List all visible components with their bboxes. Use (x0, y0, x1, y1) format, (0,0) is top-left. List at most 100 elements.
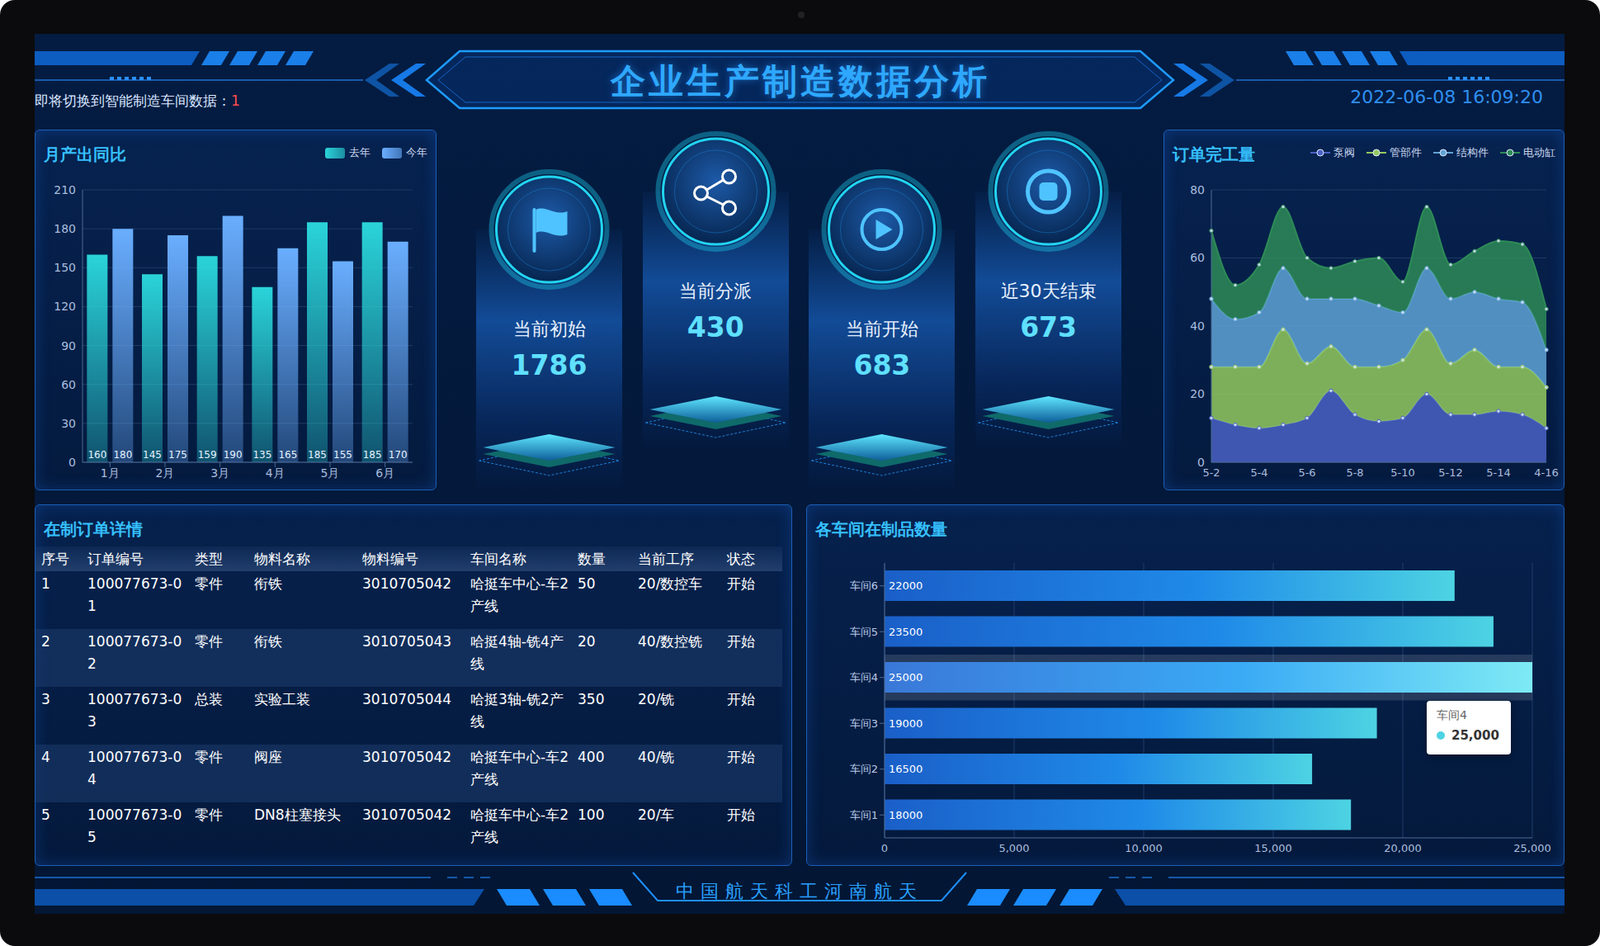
svg-text:20,000: 20,000 (1383, 841, 1422, 855)
svg-text:5-10: 5-10 (1390, 466, 1416, 479)
svg-text:4-16: 4-16 (1533, 466, 1559, 479)
html-text:100077673-04: 100077673-04 (87, 748, 182, 788)
html-text:在制订单详情: 在制订单详情 (43, 519, 143, 539)
svg-text:车间6: 车间6 (849, 579, 878, 592)
html-text:车间名称: 车间名称 (470, 549, 527, 567)
html-text:各车间在制品数量: 各车间在制品数量 (815, 519, 948, 539)
html-text:总装: 总装 (194, 690, 223, 708)
html-text:683: 683 (853, 349, 911, 382)
svg-text:5-8: 5-8 (1345, 466, 1364, 479)
svg-text:170: 170 (388, 448, 408, 461)
html-text:数量: 数量 (577, 549, 606, 567)
svg-text:6月: 6月 (375, 466, 395, 480)
html-text:中国航天科工河南航天: 中国航天科工河南航天 (675, 880, 924, 902)
html-text:月产出同比: 月产出同比 (43, 144, 127, 165)
svg-text:159: 159 (198, 448, 218, 461)
svg-text:18000: 18000 (888, 808, 923, 822)
svg-text:4月: 4月 (265, 466, 285, 480)
svg-text:0: 0 (881, 841, 888, 855)
html-text:哈挺车中心-车2产线: 哈挺车中心-车2产线 (470, 575, 569, 614)
svg-text:175: 175 (168, 448, 188, 461)
html-text:3010705043: 3010705043 (362, 632, 452, 650)
svg-text:120: 120 (53, 299, 76, 313)
svg-text:155: 155 (333, 448, 353, 461)
svg-text:185: 185 (363, 448, 383, 461)
svg-text:0: 0 (1197, 455, 1205, 469)
svg-text:180: 180 (113, 448, 133, 461)
svg-text:20: 20 (1189, 387, 1205, 401)
html-text:当前分派: 当前分派 (679, 280, 752, 302)
svg-text:60: 60 (61, 377, 76, 392)
svg-text:车间3: 车间3 (849, 717, 878, 730)
html-text:订单编号: 订单编号 (87, 549, 144, 567)
html-text:开始: 开始 (726, 632, 756, 650)
svg-text:165: 165 (278, 448, 298, 461)
svg-text:车间5: 车间5 (849, 625, 878, 638)
svg-text:0: 0 (68, 455, 76, 469)
svg-text:15,000: 15,000 (1254, 841, 1293, 855)
html-text:物料编号: 物料编号 (362, 549, 419, 567)
html-text:2022-06-08 16:09:20: 2022-06-08 16:09:20 (1350, 86, 1544, 108)
html-text:企业生产制造数据分析: 企业生产制造数据分析 (610, 61, 990, 102)
html-text:物料名称: 物料名称 (254, 549, 311, 567)
html-text:哈挺车中心-车2产线: 哈挺车中心-车2产线 (470, 806, 569, 845)
svg-text:10,000: 10,000 (1124, 841, 1163, 855)
html-text:实验工装: 实验工装 (254, 690, 311, 708)
svg-text:180: 180 (53, 221, 76, 236)
html-text:订单完工量: 订单完工量 (1172, 144, 1256, 165)
svg-text:16500: 16500 (888, 762, 923, 775)
html-text:100077673-01: 100077673-01 (87, 575, 182, 614)
html-text:当前开始: 当前开始 (845, 318, 919, 340)
svg-text:60: 60 (1189, 250, 1205, 265)
html-text:673: 673 (1019, 311, 1077, 344)
svg-text:1月: 1月 (100, 466, 120, 480)
html-text:哈挺3轴-铣2产线: 哈挺3轴-铣2产线 (470, 690, 564, 730)
html-text:序号: 序号 (41, 549, 70, 567)
svg-text:185: 185 (307, 448, 327, 461)
svg-text:90: 90 (61, 339, 76, 353)
svg-text:5,000: 5,000 (998, 841, 1029, 855)
svg-text:30: 30 (61, 416, 76, 430)
html-text:当前工序: 当前工序 (637, 549, 694, 567)
html-text:430: 430 (687, 311, 744, 344)
svg-text:190: 190 (223, 448, 243, 461)
svg-text:5月: 5月 (320, 466, 340, 480)
svg-text:23500: 23500 (888, 625, 923, 638)
svg-text:25,000: 25,000 (1513, 841, 1552, 855)
html-text:哈挺4轴-铣4产线: 哈挺4轴-铣4产线 (470, 632, 564, 672)
html-text:100077673-05: 100077673-05 (87, 806, 182, 845)
svg-text:5-12: 5-12 (1438, 466, 1464, 479)
svg-text:2月: 2月 (155, 466, 175, 480)
html-text:3010705044: 3010705044 (362, 690, 452, 708)
svg-text:25000: 25000 (888, 670, 923, 684)
html-text:100077673-03: 100077673-03 (87, 690, 182, 730)
html-text:类型: 类型 (194, 549, 223, 567)
html-text:状态: 状态 (726, 549, 756, 567)
svg-text:车间2: 车间2 (849, 762, 878, 775)
html-text:1786: 1786 (511, 349, 588, 382)
svg-text:145: 145 (142, 448, 162, 461)
svg-text:40: 40 (1189, 319, 1205, 333)
svg-text:80: 80 (1189, 183, 1205, 197)
html-text:近30天结束: 近30天结束 (1000, 280, 1097, 302)
svg-text:5-14: 5-14 (1486, 466, 1511, 479)
html-text:衔铁: 衔铁 (254, 632, 283, 650)
svg-text:车间1: 车间1 (849, 808, 878, 822)
svg-text:22000: 22000 (888, 579, 923, 592)
svg-text:5-2: 5-2 (1202, 466, 1220, 479)
html-text:哈挺车中心-车2产线: 哈挺车中心-车2产线 (470, 748, 569, 788)
svg-text:19000: 19000 (888, 717, 923, 730)
svg-text:5-4: 5-4 (1250, 466, 1268, 479)
html-text:当前初始: 当前初始 (512, 318, 586, 340)
svg-text:210: 210 (53, 183, 76, 197)
html-text:零件: 零件 (194, 632, 223, 650)
html-text:40/数控铣: 40/数控铣 (637, 632, 703, 650)
svg-text:135: 135 (252, 448, 272, 461)
svg-text:160: 160 (87, 448, 107, 461)
html-text:100077673-02: 100077673-02 (87, 632, 182, 672)
svg-text:5-6: 5-6 (1297, 466, 1316, 479)
svg-text:3月: 3月 (210, 466, 230, 480)
svg-text:车间4: 车间4 (849, 670, 878, 684)
html-text:20: 20 (577, 632, 596, 650)
svg-text:150: 150 (53, 260, 76, 274)
